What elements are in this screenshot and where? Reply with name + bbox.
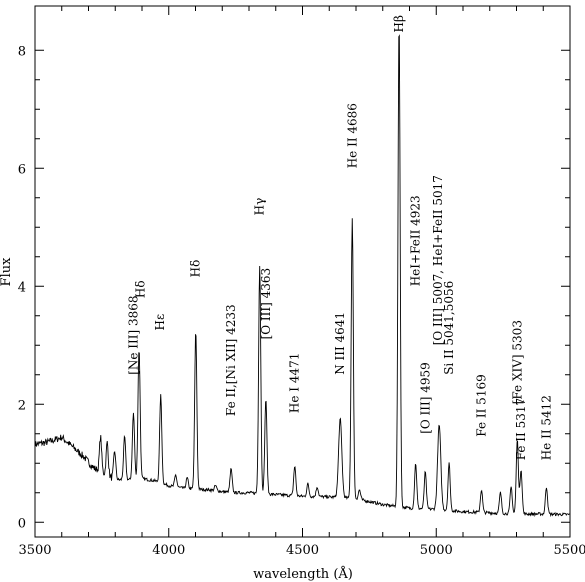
annotation-label: He I 4471 [288,353,302,413]
y-tick-label: 0 [18,516,26,531]
x-tick-label: 4000 [152,543,185,558]
annotation-label: Fe II 5169 [475,374,489,436]
spectrum-series-line [34,34,571,518]
annotation-label: He II 4686 [345,103,359,168]
x-tick-label: 4500 [286,543,319,558]
annotation-label: N III 4641 [333,312,347,375]
y-tick-label: 6 [18,162,26,177]
annotation-label: HeI+FeII 4923 [409,195,423,286]
annotation-label: [O III] 4959 [418,362,432,434]
axes: 3500 4000 4500 5000 5500 0 2 4 6 8 [18,5,585,558]
annotation-label: [O III] 4363 [259,268,273,340]
annotation-label: Hδ [134,280,148,298]
y-tick-label: 2 [18,398,26,413]
x-tick-label: 5000 [420,543,453,558]
x-tick-label: 3500 [18,543,51,558]
annotation-label: Fe II 5317 [514,398,528,460]
annotation-label: [Ne III] 3868 [126,295,140,374]
annotation-label: He II 5412 [540,395,554,460]
annotation-label: Hε [153,314,167,331]
y-tick-label: 4 [18,280,26,295]
annotation-label: Si II 5041,5056 [442,281,456,375]
annotation-label: [O III] 5007, HeI+FeII 5017 [431,175,445,345]
annotation-label: Hβ [392,15,406,32]
plot-area [34,34,571,518]
annotation-label: [Fe XIV] 5303 [510,320,524,404]
y-axis-label: Flux [0,257,14,287]
y-tick-label: 8 [18,44,26,59]
annotation-label: Hγ [253,198,267,216]
annotation-label: Hδ [189,260,203,278]
annotation-label: Fe II,[Ni XII] 4233 [224,304,238,416]
x-axis-label: wavelength (Å) [253,566,353,582]
x-tick-label: 5500 [553,543,585,558]
